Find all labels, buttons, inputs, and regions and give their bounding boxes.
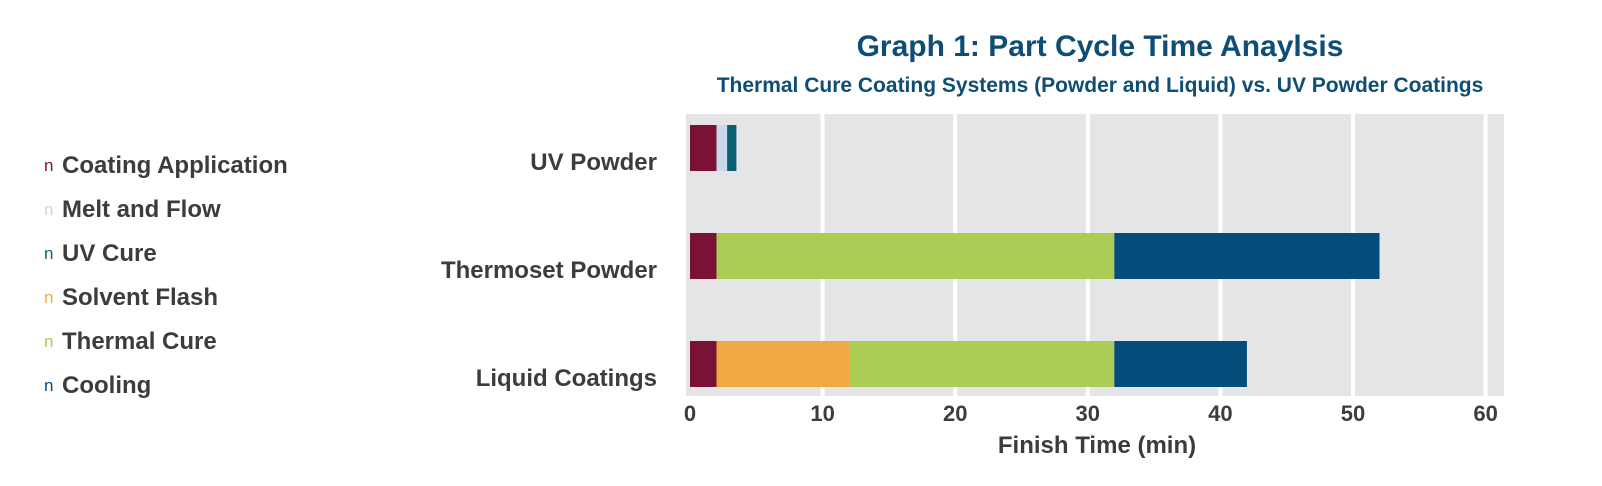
x-tick-label: 50 [1341,401,1365,426]
bar-segment [1114,233,1380,279]
bar-segment [716,125,728,171]
x-tick-label: 20 [943,401,967,426]
legend-item: n Cooling [44,364,384,408]
x-tick-label: 60 [1473,401,1497,426]
legend-label: Solvent Flash [62,284,219,311]
x-tick-label: 40 [1208,401,1232,426]
legend-label: Melt and Flow [62,196,221,223]
bar-segment [690,233,717,279]
x-tick-label: 0 [684,401,696,426]
legend-item: n Solvent Flash [44,276,384,320]
category-labels: UV Powder Thermoset Powder Liquid Coatings [441,149,657,392]
bar-segment [690,125,717,171]
legend-marker: n [44,376,54,395]
x-tick-labels: 0 10 20 30 40 50 60 [684,401,1498,426]
legend-label: Thermal Cure [62,328,217,355]
category-label: UV Powder [530,149,657,176]
legend-label: Coating Application [62,152,288,179]
bar-segment [690,341,717,387]
category-label: Thermoset Powder [441,257,657,284]
chart-subtitle: Thermal Cure Coating Systems (Powder and… [717,74,1484,97]
legend-item: n Thermal Cure [44,320,384,364]
bar-segment [716,341,850,387]
legend-marker: n [44,244,54,263]
bar-segment [849,341,1115,387]
chart-title: Graph 1: Part Cycle Time Anaylsis [857,30,1344,63]
legend-item: n Coating Application [44,144,384,188]
legend-item: n UV Cure [44,232,384,276]
category-label: Liquid Coatings [476,365,657,392]
bar-segment [716,233,1115,279]
legend-marker: n [44,288,54,307]
legend-marker: n [44,156,54,175]
bar-segment [727,125,737,171]
bars [690,125,1380,387]
bar-segment [1114,341,1247,387]
legend-label: Cooling [62,372,152,399]
legend-item: n Melt and Flow [44,188,384,232]
x-axis-label: Finish Time (min) [998,432,1196,459]
x-tick-label: 10 [810,401,834,426]
legend-marker: n [44,200,54,219]
x-tick-label: 30 [1076,401,1100,426]
legend-label: UV Cure [62,240,157,267]
legend-marker: n [44,332,54,351]
legend: n Coating Application n Melt and Flow n UV Cu… [44,144,384,408]
